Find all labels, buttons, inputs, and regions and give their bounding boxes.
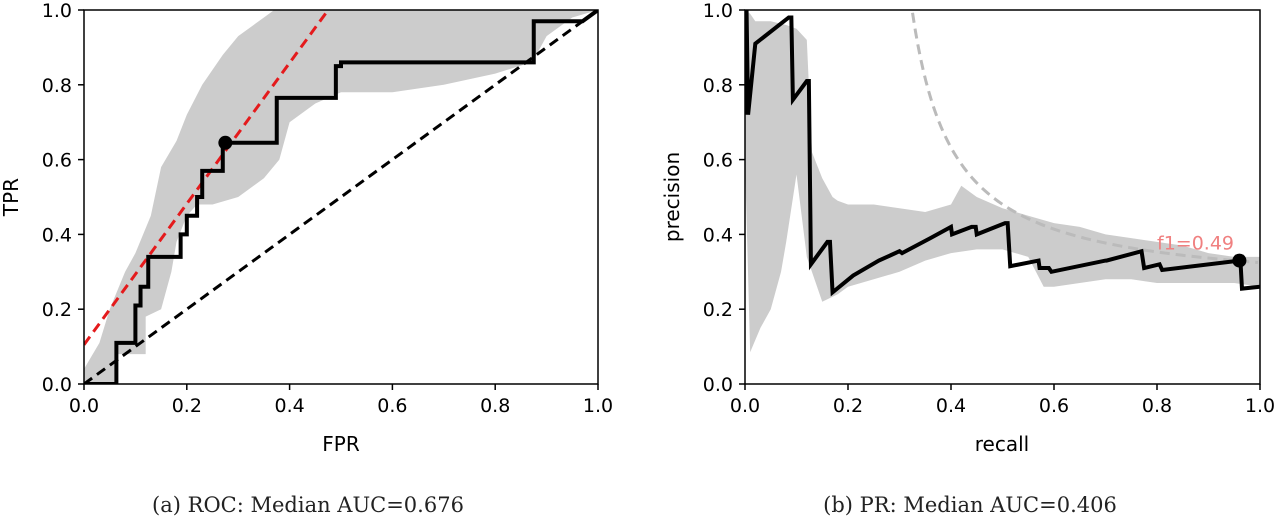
pr-y-tick-label: 0.0 [703, 374, 733, 396]
roc-x-tick-label: 0.8 [480, 395, 510, 417]
roc-y-tick-label: 0.6 [42, 150, 72, 172]
pr-x-tick-label: 0.0 [730, 395, 760, 417]
pr-y-tick-label: 0.6 [703, 150, 733, 172]
roc-y-ticks: 0.0 0.2 0.4 0.6 0.8 1.0 [42, 0, 84, 396]
roc-optimal-tangent-line [84, 10, 330, 346]
roc-axes-frame [83, 9, 599, 385]
roc-y-label: TPR [0, 178, 23, 217]
roc-confidence-band [84, 10, 598, 384]
roc-x-tick-label: 0.4 [274, 395, 304, 417]
roc-median-curve [84, 10, 598, 384]
roc-x-label: FPR [322, 432, 360, 456]
roc-y-tick-label: 1.0 [42, 0, 72, 22]
roc-plot-layer [84, 10, 598, 384]
pr-y-tick-label: 0.8 [703, 75, 733, 97]
roc-x-tick-label: 0.2 [172, 395, 202, 417]
pr-y-ticks: 0.0 0.2 0.4 0.6 0.8 1.0 [703, 0, 745, 396]
roc-x-ticks: 0.0 0.2 0.4 0.6 0.8 1.0 [69, 384, 613, 417]
pr-y-tick-label: 0.4 [703, 224, 733, 246]
roc-y-tick-label: 0.2 [42, 299, 72, 321]
pr-axes-frame [744, 9, 1261, 385]
pr-x-tick-label: 0.2 [833, 395, 863, 417]
pr-y-tick-label: 0.2 [703, 299, 733, 321]
roc-operating-point-marker [218, 135, 233, 150]
pr-confidence-band [745, 10, 1260, 353]
pr-caption: (b) PR: Median AUC=0.406 [823, 493, 1117, 517]
pr-y-tick-label: 1.0 [703, 0, 733, 22]
roc-panel: 0.0 0.2 0.4 0.6 0.8 1.0 0.0 0.2 0.4 0.6 0.8 1.0 FP… [0, 0, 613, 517]
roc-x-tick-label: 0.0 [69, 395, 99, 417]
pr-y-label: precision [660, 152, 684, 242]
pr-plot-layer: f1=0.49 [745, 10, 1260, 353]
pr-median-curve [745, 10, 1260, 297]
roc-x-tick-label: 1.0 [583, 395, 613, 417]
pr-x-tick-label: 0.4 [936, 395, 966, 417]
pr-x-ticks: 0.0 0.2 0.4 0.6 0.8 1.0 [730, 384, 1275, 417]
roc-y-tick-label: 0.4 [42, 224, 72, 246]
pr-x-tick-label: 0.8 [1142, 395, 1172, 417]
pr-iso-f1-curve [910, 10, 1259, 264]
roc-y-tick-label: 0.8 [42, 75, 72, 97]
roc-caption: (a) ROC: Median AUC=0.676 [152, 493, 464, 517]
pr-clip-group [745, 10, 1260, 353]
pr-f1-annotation: f1=0.49 [1157, 232, 1234, 254]
roc-chance-diagonal-line [84, 10, 598, 384]
roc-clip-group [84, 10, 598, 384]
pr-x-tick-label: 0.6 [1039, 395, 1069, 417]
pr-operating-point-marker [1232, 253, 1247, 268]
pr-x-label: recall [975, 432, 1029, 456]
roc-x-tick-label: 0.6 [377, 395, 407, 417]
roc-y-tick-label: 0.0 [42, 374, 72, 396]
pr-x-tick-label: 1.0 [1245, 395, 1275, 417]
pr-panel: f1=0.49 0.0 0.2 0.4 0.6 0.8 1.0 0.00.20.40.60… [660, 0, 1275, 517]
